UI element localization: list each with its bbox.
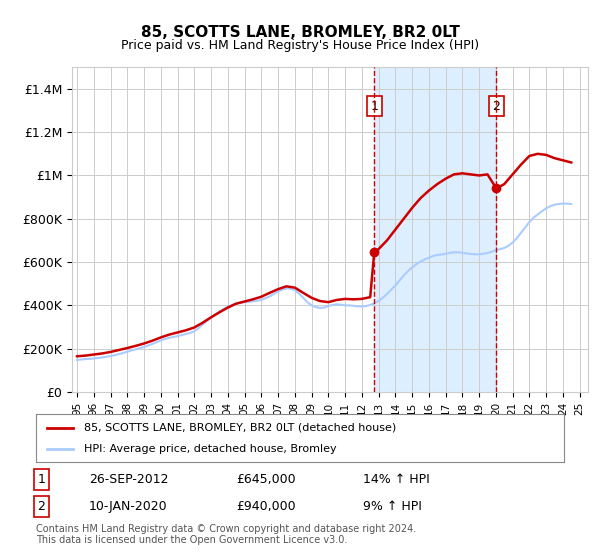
Text: £940,000: £940,000 bbox=[236, 500, 296, 513]
Text: 1: 1 bbox=[37, 473, 45, 486]
Text: HPI: Average price, detached house, Bromley: HPI: Average price, detached house, Brom… bbox=[83, 444, 336, 454]
Text: 1: 1 bbox=[370, 100, 378, 113]
Text: 85, SCOTTS LANE, BROMLEY, BR2 0LT (detached house): 85, SCOTTS LANE, BROMLEY, BR2 0LT (detac… bbox=[83, 423, 396, 433]
Text: 14% ↑ HPI: 14% ↑ HPI bbox=[364, 473, 430, 486]
Text: 9% ↑ HPI: 9% ↑ HPI bbox=[364, 500, 422, 513]
Text: Price paid vs. HM Land Registry's House Price Index (HPI): Price paid vs. HM Land Registry's House … bbox=[121, 39, 479, 52]
Bar bbox=[374, 67, 496, 392]
Text: 85, SCOTTS LANE, BROMLEY, BR2 0LT: 85, SCOTTS LANE, BROMLEY, BR2 0LT bbox=[140, 25, 460, 40]
Text: 26-SEP-2012: 26-SEP-2012 bbox=[89, 473, 168, 486]
Text: 10-JAN-2020: 10-JAN-2020 bbox=[89, 500, 167, 513]
Text: Contains HM Land Registry data © Crown copyright and database right 2024.
This d: Contains HM Land Registry data © Crown c… bbox=[36, 524, 416, 545]
Text: 2: 2 bbox=[37, 500, 45, 513]
Text: £645,000: £645,000 bbox=[236, 473, 296, 486]
Text: 2: 2 bbox=[493, 100, 500, 113]
